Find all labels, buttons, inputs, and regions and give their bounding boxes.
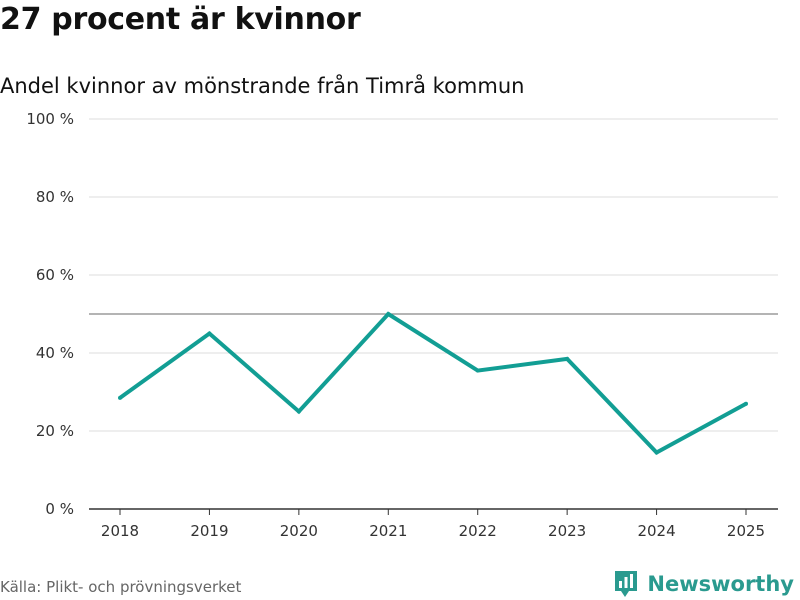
x-tick-label: 2019	[190, 522, 228, 540]
newsworthy-logo-icon	[615, 571, 638, 597]
y-tick-label: 20 %	[36, 422, 74, 440]
x-tick-label: 2024	[637, 522, 675, 540]
series-layer	[118, 311, 748, 455]
x-tick-label: 2021	[369, 522, 407, 540]
x-tick-label: 2023	[548, 522, 586, 540]
chart-title: 27 procent är kvinnor	[0, 2, 361, 37]
source-note: Källa: Plikt- och prövningsverket	[0, 578, 242, 596]
data-point-2019	[207, 331, 212, 336]
data-point-2021	[386, 312, 391, 316]
series-line-0	[118, 311, 747, 455]
y-tick-label: 100 %	[26, 110, 74, 128]
chart-subtitle: Andel kvinnor av mönstrande från Timrå k…	[0, 74, 525, 98]
x-tick-label: 2022	[459, 522, 497, 540]
x-tick-label: 2018	[101, 522, 139, 540]
y-tick-label: 80 %	[36, 188, 74, 206]
data-point-2023	[565, 356, 570, 361]
x-tick-label: 2025	[727, 522, 765, 540]
line-chart: 0 % 20 % 40 % 60 % 80 % 100 % 2018 2019 2020 2021…	[26, 110, 778, 540]
y-tick-label: 0 %	[45, 500, 74, 518]
brand-logo: Newsworthy	[613, 568, 794, 600]
data-point-2024	[654, 450, 659, 455]
data-point-2018	[118, 395, 122, 400]
data-point-2025	[744, 401, 748, 406]
x-tick-label: 2020	[280, 522, 318, 540]
axis-layer: 0 % 20 % 40 % 60 % 80 % 100 % 2018 2019 2020 2021…	[26, 110, 778, 540]
data-point-2022	[475, 368, 480, 373]
y-tick-label: 40 %	[36, 344, 74, 362]
y-tick-label: 60 %	[36, 266, 74, 284]
grid-layer	[89, 118, 778, 432]
data-point-2020	[296, 409, 301, 414]
brand-name: Newsworthy	[647, 572, 794, 596]
